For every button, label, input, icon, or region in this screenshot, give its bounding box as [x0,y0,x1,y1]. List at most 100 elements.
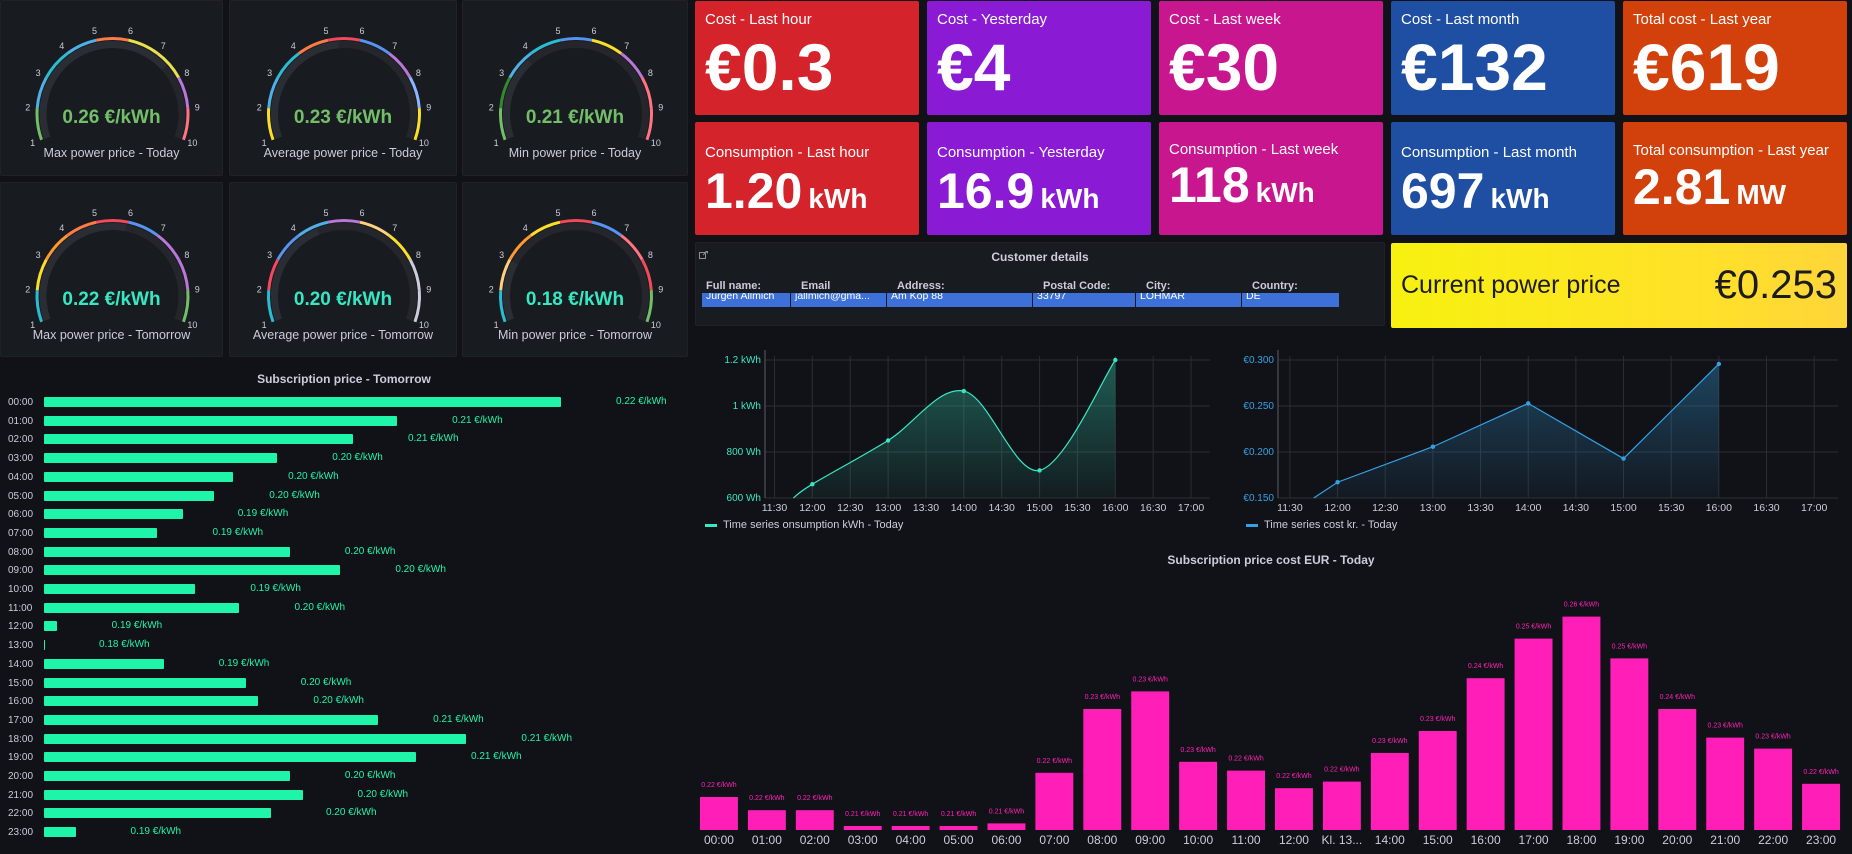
hbar-bar [44,527,158,538]
bar-value-label: 0.21 €/kWh [845,811,881,818]
hbar-value-label: 0.20 €/kWh [344,770,396,781]
bar [1275,788,1313,830]
hbar-bar [44,397,561,407]
gauge-value: 0.18 €/kWh [525,289,625,310]
bar [1754,748,1793,830]
table-header[interactable]: Country: [1252,280,1298,292]
gauge-threshold-segment [327,219,361,224]
legend-item[interactable]: Time series cost kr. - Today [1246,519,1397,531]
table-cell[interactable]: Jürgen Allmich [702,293,790,307]
stat-title: Total consumption - Last year [1633,142,1829,159]
hbar-value-label: 0.22 €/kWh [616,396,667,407]
gauge-value: 0.20 €/kWh [293,289,393,310]
hbar-value-label: 0.19 €/kWh [111,620,163,632]
hbar-bar [44,733,467,744]
gauge-tick-label: 1 [30,320,35,330]
gauge-tick-label: 10 [187,138,197,148]
series-point [1113,357,1118,363]
hbar-row: 22:00 0.20 €/kWh [0,805,688,821]
hbar-row: 08:00 0.20 €/kWh [0,544,688,560]
bar-value-label: 0.23 €/kWh [1755,734,1791,741]
table-header[interactable]: Postal Code: [1043,280,1111,292]
gauge-tick-label: 2 [257,102,262,112]
gauge-dial: 1 2 3 4 5 6 7 8 9 10 [257,208,432,330]
gauge-tick-label: 7 [624,223,629,233]
table-cell[interactable]: 33797 [1033,293,1135,307]
hbar-row: 23:00 0.19 €/kWh [0,824,688,840]
hbar-hour-label: 11:00 [8,602,33,614]
bar [1418,731,1457,830]
hbar-row: 02:00 0.21 €/kWh [0,431,688,447]
x-tick-label: 15:30 [1064,502,1090,514]
hbar-hour-label: 16:00 [8,696,34,708]
y-tick-label: €0.250 [1243,401,1274,412]
hbar-bar [44,453,278,464]
gauge-threshold-segment [620,52,644,79]
table-header[interactable]: Full name: [706,280,762,292]
gauge-tick-label: 7 [161,223,166,233]
stat-title: Cost - Yesterday [937,11,1048,28]
hbar-value-label: 0.20 €/kWh [288,470,339,482]
gauge-tick-label: 10 [651,320,661,330]
table-header[interactable]: Email [801,280,831,292]
current-price-label: Current power price [1401,271,1621,299]
hbar-hour-label: 06:00 [8,509,34,521]
table-cell[interactable]: LOHMAR [1136,293,1241,307]
gauge-threshold-segment [640,76,653,109]
hbar-bar [44,771,290,781]
gauge-threshold-segment [591,38,622,55]
gauge-tick-label: 9 [426,102,431,112]
table-header[interactable]: Address: [897,280,945,292]
stat-value: 1.20 kWh [705,162,867,220]
bar [1706,737,1745,830]
hbar-value-label: 0.20 €/kWh [313,695,364,707]
gauge-threshold-segment [182,290,190,323]
gauge-tick-label: 8 [184,250,189,260]
bar [1035,772,1074,830]
bar-category-label: 04:00 [896,833,926,847]
x-tick-label: 14:30 [989,502,1015,514]
subscription-tomorrow-panel: Subscription price - Tomorrow 00:00 0.22 … [0,364,688,854]
hbar-bar [44,602,240,613]
panel-title: Customer details [991,250,1089,264]
table-header[interactable]: City: [1146,280,1171,292]
series-point [885,438,891,443]
external-link-icon[interactable] [699,246,708,259]
bar [1322,781,1361,830]
gauge-threshold-segment [413,290,421,323]
series-point [810,482,815,487]
x-tick-label: 12:00 [799,502,825,514]
gauge-tick-label: 7 [624,41,629,51]
hbar-bar [44,696,259,707]
table-cell[interactable]: DE [1242,293,1339,307]
table-cell[interactable]: Am Kop 88 [887,293,1032,307]
bar-category-label: 06:00 [991,833,1021,847]
bar-value-label: 0.21 €/kWh [941,811,977,818]
hbar-hour-label: 04:00 [8,471,34,483]
hbar-value-label: 0.20 €/kWh [269,489,320,501]
bar-category-label: Kl. 13... [1322,833,1363,847]
stat-title: Consumption - Yesterday [937,144,1105,161]
gauge-fill [39,223,127,321]
subscription-today-chart: 0.22 €/kWh 00:00 0.22 €/kWh 01:00 0.22 €/kWh… [700,602,1840,847]
bar-category-label: 20:00 [1662,833,1692,847]
gauge-tick-label: 2 [489,284,494,294]
gauge-tick-label: 3 [267,68,272,78]
hbar-hour-label: 05:00 [8,490,34,502]
stat-title: Consumption - Last week [1169,141,1339,158]
gauge-threshold-segment [499,258,512,291]
legend-swatch [705,523,717,527]
gauge-tick-label: 3 [36,250,41,260]
x-tick-label: 12:00 [1324,502,1350,514]
gauge-tick-label: 1 [30,138,35,148]
x-tick-label: 13:30 [1467,502,1493,514]
legend-item[interactable]: Time series onsumption kWh - Today [705,519,903,531]
gauge-threshold-segment [35,290,43,323]
stat-value: €4 [937,30,1011,104]
table-cell[interactable]: jallmich@gma... [791,293,886,307]
hbar-bar [44,752,416,763]
legend-label: Time series cost kr. - Today [1264,519,1398,531]
hbar-value-label: 0.20 €/kWh [300,676,352,688]
gauge-threshold-segment [591,220,622,237]
